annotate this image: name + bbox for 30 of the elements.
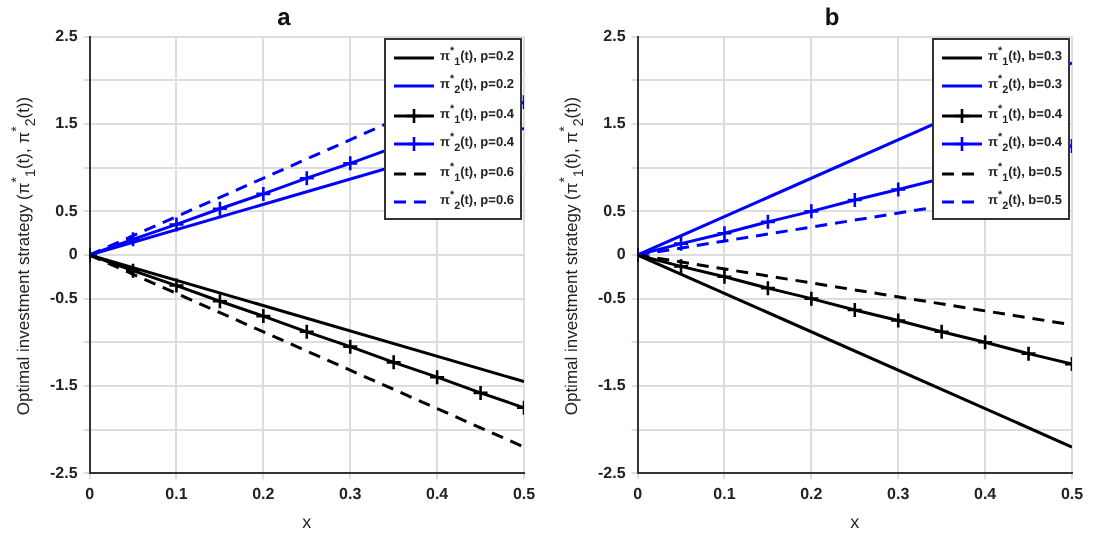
x-tick-label: 0.2 [252,485,276,504]
y-tick-label: 2.5 [603,27,627,46]
x-tick-label: 0.3 [887,485,911,504]
chart-title: a [277,3,292,32]
x-tick-label: 0.4 [425,485,450,504]
y-tick-label: -0.5 [49,289,79,308]
y-tick-label: 1.5 [55,114,79,133]
chart-title: b [824,3,840,32]
y-tick-label: -1.5 [597,376,627,395]
x-tick-label: 0.5 [512,485,537,504]
x-axis-title: x [850,512,861,533]
y-tick-label: 1.5 [603,114,627,133]
x-tick-label: 0.1 [713,485,737,504]
x-tick-label: 0.2 [800,485,824,504]
y-tick-label: 0 [616,245,627,264]
y-tick-label: -2.5 [49,463,79,482]
x-tick-label: 0.5 [1060,485,1085,504]
y-tick-label: -1.5 [49,376,79,395]
x-tick-label: 0 [633,485,644,504]
y-tick-label: 2.5 [55,27,79,46]
y-tick-label: 0 [68,245,79,264]
y-tick-label: -2.5 [597,463,627,482]
y-tick-label: -0.5 [597,289,627,308]
x-axis-title: x [302,512,313,533]
x-tick-label: 0.4 [973,485,998,504]
x-tick-label: 0.1 [165,485,189,504]
y-tick-label: 0.5 [55,201,79,220]
x-tick-label: 0.3 [339,485,363,504]
x-tick-label: 0 [85,485,96,504]
y-tick-label: 0.5 [603,201,627,220]
